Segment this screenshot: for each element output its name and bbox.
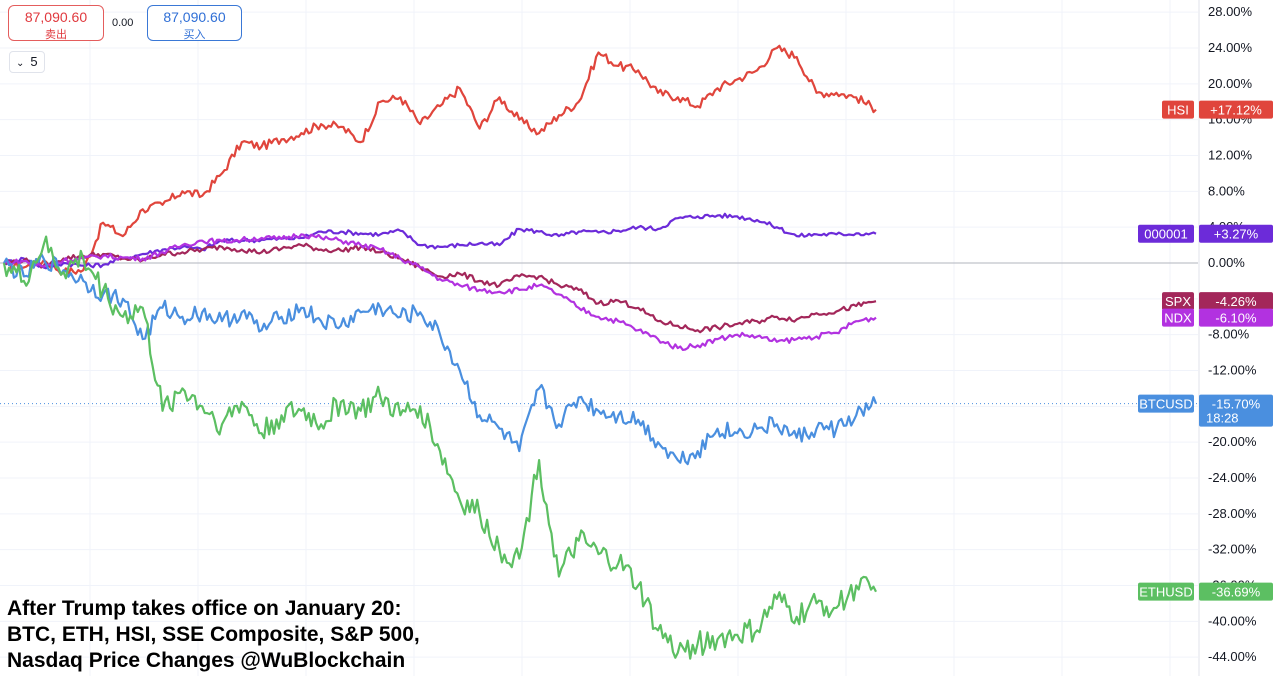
- series-name-tag: [1138, 224, 1194, 243]
- y-tick-label: 24.00%: [1208, 40, 1253, 55]
- sell-price: 87,090.60: [24, 9, 88, 25]
- y-tick-label: 8.00%: [1208, 183, 1245, 198]
- series-label-000001: 000001 +3.27%: [1138, 224, 1273, 243]
- y-tick-label: -20.00%: [1208, 434, 1257, 449]
- y-tick-label: -24.00%: [1208, 470, 1257, 485]
- series-value-tag: [1199, 394, 1273, 427]
- sell-button[interactable]: 87,090.60 卖出: [8, 5, 104, 41]
- series-value: +3.27%: [1214, 227, 1259, 242]
- series-name-tag: [1162, 308, 1194, 327]
- series-name: BTCUSD: [1139, 397, 1192, 412]
- series-line-000001: [3, 212, 877, 270]
- sell-label: 卖出: [45, 29, 67, 41]
- y-tick-label: -32.00%: [1208, 542, 1257, 557]
- last-update-time: 18:28: [1206, 411, 1239, 426]
- series-line-ethusd: [2, 235, 877, 660]
- series-value-tag: [1199, 224, 1273, 243]
- series-last-labels: HSI +17.12% 000001 +3.27% SPX -4.26% NDX -6.10%…: [1138, 100, 1273, 601]
- series-name: HSI: [1167, 103, 1189, 118]
- series-name-tag: [1162, 100, 1194, 119]
- spread-value: 0.00: [112, 17, 134, 29]
- series-name-tag: [1162, 292, 1194, 311]
- caption-line: After Trump takes office on January 20:: [7, 597, 402, 620]
- series-value-tag: [1199, 100, 1273, 119]
- y-tick-label: 0.00%: [1208, 255, 1245, 270]
- caption: After Trump takes office on January 20: …: [7, 596, 477, 674]
- y-tick-label: -40.00%: [1208, 613, 1257, 628]
- series-line-spx: [3, 242, 877, 334]
- series-name-tag: [1138, 582, 1194, 601]
- interval-dropdown[interactable]: ⌄ 5: [9, 51, 45, 73]
- series-label-btcusd: BTCUSD -15.70%18:28: [1138, 394, 1273, 427]
- y-tick-label: -8.00%: [1208, 327, 1250, 342]
- series-lines: [0, 44, 1198, 660]
- series-value: -15.70%: [1212, 397, 1261, 412]
- series-name: SPX: [1165, 294, 1191, 309]
- series-label-hsi: HSI +17.12%: [1162, 100, 1273, 119]
- series-value: -6.10%: [1215, 311, 1257, 326]
- caption-line: BTC, ETH, HSI, SSE Composite, S&P 500,: [7, 623, 420, 646]
- series-value-tag: [1199, 582, 1273, 601]
- y-tick-label: -44.00%: [1208, 649, 1257, 664]
- series-value: -4.26%: [1215, 294, 1257, 309]
- chevron-down-icon: ⌄: [16, 58, 25, 69]
- series-line-ndx: [3, 233, 877, 351]
- buy-price: 87,090.60: [163, 9, 226, 25]
- y-tick-label: 12.00%: [1208, 148, 1253, 163]
- series-name: NDX: [1164, 311, 1192, 326]
- series-label-ethusd: ETHUSD -36.69%: [1138, 582, 1273, 601]
- buy-button[interactable]: 87,090.60 买入: [147, 5, 242, 41]
- y-tick-label: 20.00%: [1208, 76, 1253, 91]
- buy-label: 买入: [183, 29, 206, 41]
- y-tick-label: -12.00%: [1208, 363, 1257, 378]
- caption-line: Nasdaq Price Changes @WuBlockchain: [7, 649, 406, 672]
- series-line-hsi: [3, 44, 877, 276]
- series-name: ETHUSD: [1139, 585, 1192, 600]
- series-line-btcusd: [3, 252, 878, 466]
- y-tick-label: -28.00%: [1208, 506, 1257, 521]
- y-tick-label: 28.00%: [1208, 4, 1253, 19]
- series-value-tag: [1199, 308, 1273, 327]
- chart-grid: [0, 0, 1198, 676]
- series-name-tag: [1138, 394, 1194, 413]
- price-axis[interactable]: 28.00%24.00%20.00%16.00%12.00%8.00%4.00%…: [1198, 0, 1257, 676]
- series-name: 000001: [1144, 227, 1187, 242]
- series-value: -36.69%: [1212, 585, 1261, 600]
- series-value-tag: [1199, 292, 1273, 311]
- series-label-spx: SPX -4.26%: [1162, 292, 1273, 311]
- series-label-ndx: NDX -6.10%: [1162, 308, 1273, 327]
- series-value: +17.12%: [1210, 103, 1262, 118]
- interval-value: 5: [30, 54, 38, 69]
